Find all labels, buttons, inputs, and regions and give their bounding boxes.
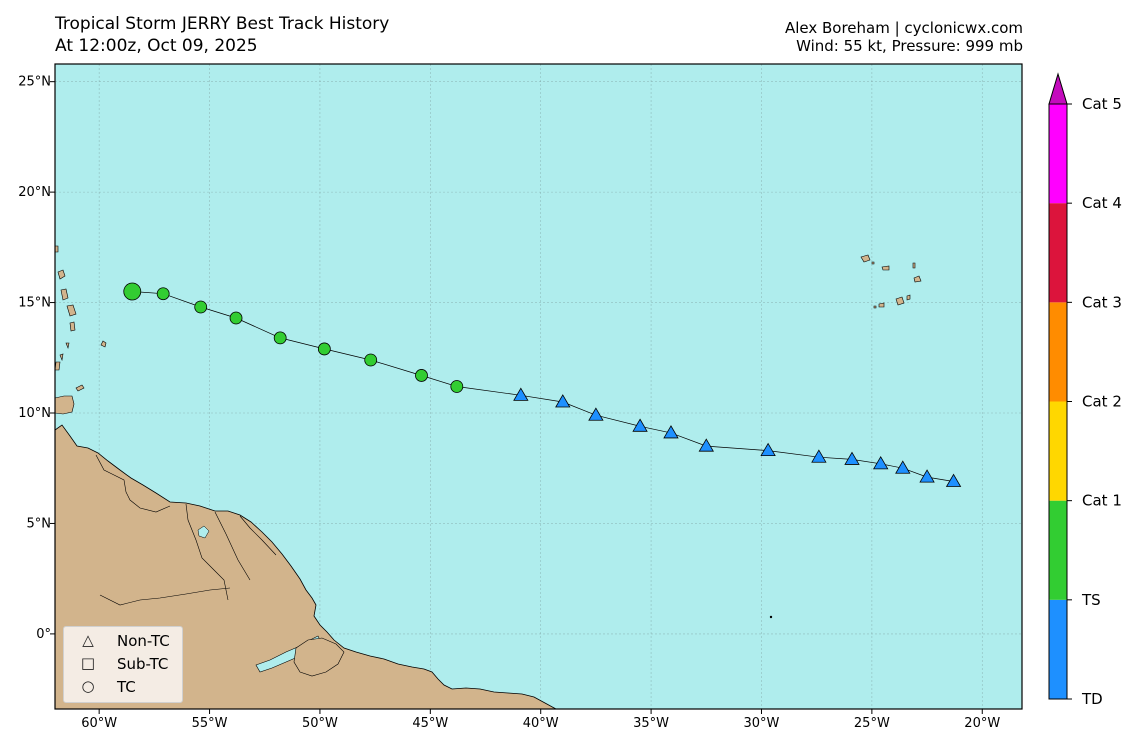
track-point-non-tc bbox=[811, 449, 827, 463]
legend-label: Sub-TC bbox=[117, 655, 169, 673]
legend-item-sub-tc: □ Sub-TC bbox=[64, 654, 182, 676]
colorbar-tick-label: Cat 2 bbox=[1082, 393, 1122, 411]
storm-intensity-readout: Wind: 55 kt, Pressure: 999 mb bbox=[796, 37, 1023, 55]
colorbar-tick-label: TD bbox=[1081, 690, 1103, 708]
colorbar-segment bbox=[1049, 302, 1067, 402]
symbol-legend: △ Non-TC □ Sub-TC ○ TC bbox=[63, 626, 183, 703]
lake-brokopondo bbox=[197, 525, 210, 539]
lesser-antilles bbox=[55, 245, 107, 371]
current-position-marker bbox=[123, 282, 142, 301]
title-timestamp: At 12:00z, Oct 09, 2025 bbox=[55, 36, 258, 56]
track-point-tc bbox=[156, 287, 170, 301]
track-point-tc bbox=[450, 380, 464, 393]
lon-tick-label: 30°W bbox=[744, 716, 780, 731]
track-point-tc bbox=[194, 300, 208, 314]
track-line bbox=[132, 291, 954, 482]
lon-tick-label: 25°W bbox=[854, 716, 890, 731]
colorbar-tick-label: Cat 3 bbox=[1082, 293, 1122, 311]
colorbar-segment bbox=[1049, 500, 1067, 600]
track-point-non-tc bbox=[895, 460, 911, 474]
legend-item-non-tc: △ Non-TC bbox=[64, 631, 182, 653]
track-point-non-tc bbox=[632, 418, 648, 432]
track-point-non-tc bbox=[663, 425, 679, 439]
legend-label: Non-TC bbox=[117, 632, 170, 650]
credit-block: Alex Boreham | cyclonicwx.com Wind: 55 k… bbox=[785, 19, 1023, 55]
colorbar-tick-label: Cat 5 bbox=[1082, 95, 1122, 113]
triangle-icon: △ bbox=[82, 631, 94, 649]
tobago-land bbox=[75, 384, 85, 392]
title-storm-name: Tropical Storm JERRY Best Track History bbox=[55, 14, 390, 34]
colorbar-segment bbox=[1049, 203, 1067, 303]
lat-tick-label: 20°N bbox=[18, 185, 51, 200]
lon-tick-label: 45°W bbox=[412, 716, 448, 731]
category-colorbar: TD TS Cat 1 Cat 2 Cat 3 Cat 4 Cat 5 bbox=[1048, 72, 1122, 708]
track-point-tc bbox=[273, 331, 287, 345]
track-point-tc bbox=[229, 311, 243, 325]
track-point-non-tc bbox=[698, 438, 714, 452]
map-title: Tropical Storm JERRY Best Track History … bbox=[55, 13, 389, 57]
trinidad-land bbox=[55, 395, 75, 415]
colorbar-segment bbox=[1049, 401, 1067, 501]
lon-tick-label: 20°W bbox=[964, 716, 1000, 731]
colorbar-tick-label: Cat 1 bbox=[1082, 492, 1122, 510]
lat-tick-label: 25°N bbox=[18, 75, 51, 90]
track-point-non-tc bbox=[555, 394, 571, 408]
track-point-non-tc bbox=[919, 469, 935, 483]
colorbar-tick-label: Cat 4 bbox=[1082, 194, 1122, 212]
track-point-non-tc bbox=[945, 473, 962, 487]
legend-item-tc: ○ TC bbox=[64, 677, 182, 699]
cabo-verde-islands bbox=[860, 254, 922, 309]
lon-tick-label: 50°W bbox=[302, 716, 338, 731]
lat-tick-label: 0° bbox=[36, 627, 51, 642]
colorbar-tick-label: TS bbox=[1081, 591, 1101, 609]
circle-icon: ○ bbox=[81, 677, 95, 695]
lon-tick-label: 55°W bbox=[192, 716, 228, 731]
st-peter-paul-rocks bbox=[769, 615, 773, 619]
track-point-non-tc bbox=[844, 451, 860, 465]
legend-label: TC bbox=[117, 678, 136, 696]
lon-tick-label: 40°W bbox=[523, 716, 559, 731]
track-point-tc bbox=[364, 353, 378, 367]
square-icon: □ bbox=[80, 654, 96, 672]
colorbar-segment bbox=[1049, 599, 1067, 699]
guiana-borders bbox=[95, 454, 277, 606]
track-point-non-tc bbox=[760, 442, 776, 456]
axis-ticks: 60°W 55°W 50°W 45°W 40°W 35°W 30°W 25°W 20°W 25°N… bbox=[18, 75, 1000, 731]
lat-tick-label: 15°N bbox=[18, 296, 51, 311]
lon-tick-label: 35°W bbox=[633, 716, 669, 731]
track-point-non-tc bbox=[588, 407, 604, 421]
marajo-island bbox=[293, 637, 345, 677]
track-point-tc bbox=[415, 369, 428, 382]
lat-tick-label: 10°N bbox=[18, 406, 51, 421]
colorbar-extend-arrow bbox=[1048, 72, 1068, 105]
credit-author: Alex Boreham | cyclonicwx.com bbox=[784, 19, 1023, 37]
track-point-non-tc bbox=[873, 456, 889, 470]
storm-track bbox=[123, 282, 962, 487]
colorbar-segment bbox=[1049, 104, 1067, 204]
lon-tick-label: 60°W bbox=[81, 716, 117, 731]
lat-tick-label: 5°N bbox=[27, 516, 52, 531]
track-point-non-tc bbox=[513, 387, 529, 401]
map-frame bbox=[54, 63, 1023, 710]
track-point-tc bbox=[317, 342, 331, 356]
